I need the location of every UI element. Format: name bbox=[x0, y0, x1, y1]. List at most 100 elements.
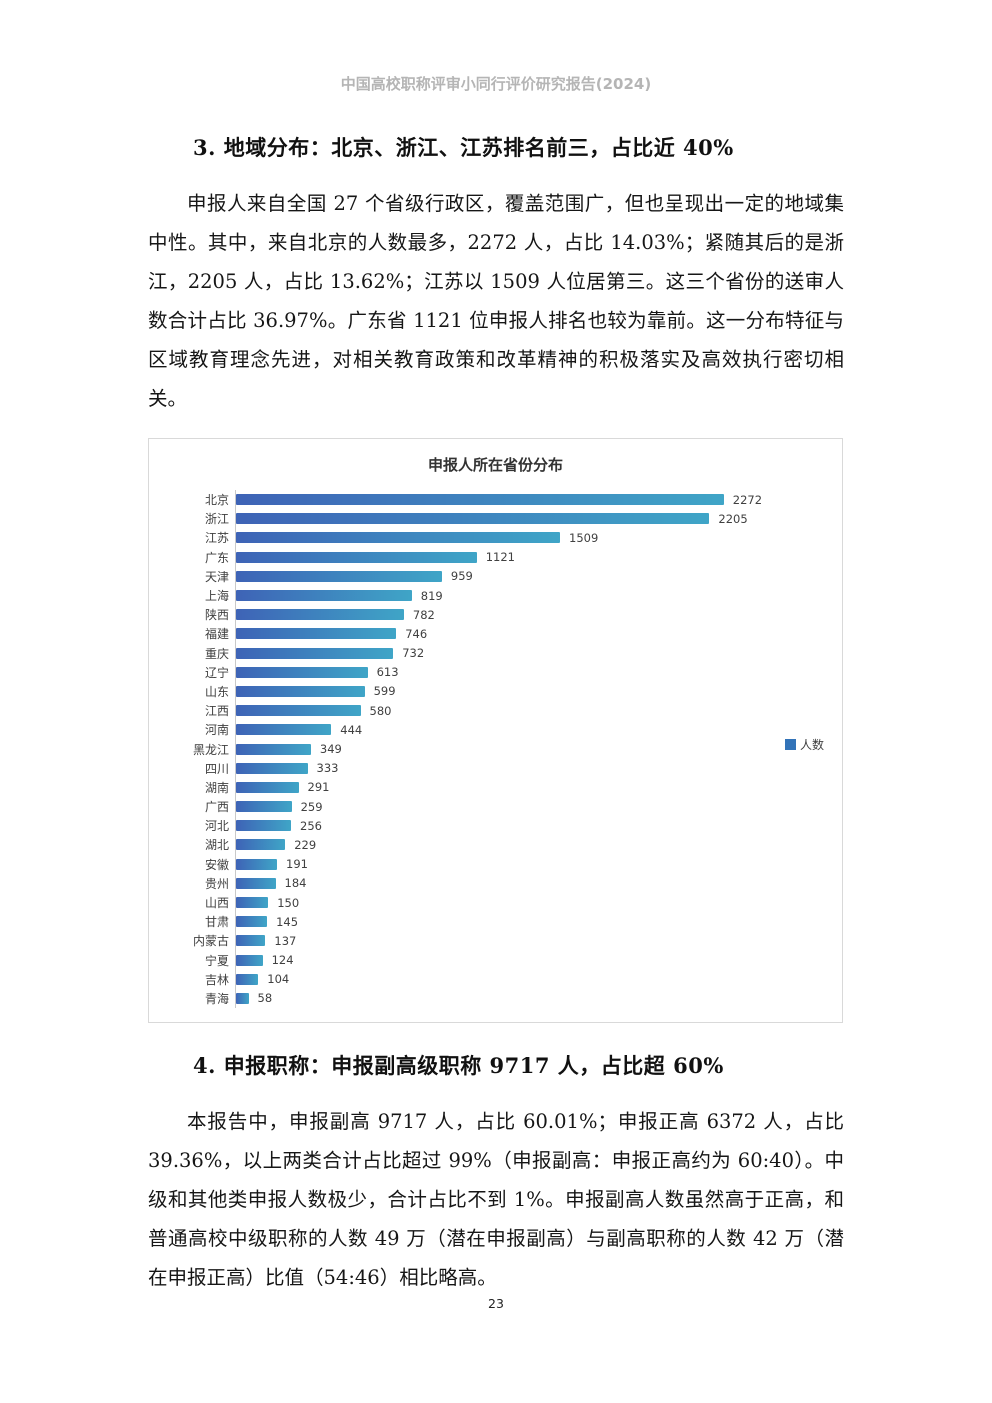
section-4-heading: 4. 申报职称：申报副高级职称 9717 人，占比超 60% bbox=[193, 1053, 724, 1078]
province-distribution-chart: 申报人所在省份分布 北京 2272 浙江 2205 江苏 1509 广东 1121 天津 959 上… bbox=[148, 438, 843, 1023]
chart-row: 宁夏 124 bbox=[149, 950, 842, 970]
bar bbox=[236, 992, 249, 1004]
chart-row: 浙江 2205 bbox=[149, 509, 842, 529]
bar bbox=[236, 877, 276, 889]
legend-swatch-icon bbox=[784, 739, 796, 750]
bar bbox=[236, 897, 269, 909]
bar-track: 58 bbox=[235, 988, 842, 1009]
category-label: 天津 bbox=[204, 569, 229, 584]
bar-track: 256 bbox=[235, 816, 842, 836]
bar-track: 291 bbox=[235, 777, 842, 797]
category-label: 山西 bbox=[204, 896, 229, 911]
bar-track: 349 bbox=[235, 739, 842, 759]
value-label: 732 bbox=[402, 646, 425, 661]
chart-row: 江苏 1509 bbox=[149, 528, 842, 548]
value-label: 191 bbox=[286, 857, 308, 872]
category-label: 浙江 bbox=[204, 512, 229, 527]
chart-row: 广西 259 bbox=[149, 797, 842, 817]
chart-row: 天津 959 bbox=[149, 566, 842, 586]
chart-title: 申报人所在省份分布 bbox=[427, 456, 563, 474]
bar bbox=[236, 801, 292, 813]
bar-track: 580 bbox=[235, 701, 842, 721]
chart-row: 广东 1121 bbox=[149, 547, 842, 567]
bar-track: 2205 bbox=[235, 509, 842, 529]
bar bbox=[236, 781, 299, 793]
category-label: 贵州 bbox=[204, 876, 229, 891]
value-label: 229 bbox=[294, 837, 317, 852]
category-label: 湖南 bbox=[204, 780, 229, 795]
chart-row: 重庆 732 bbox=[149, 643, 842, 663]
chart-row: 河南 444 bbox=[149, 720, 842, 740]
value-label: 580 bbox=[369, 703, 392, 718]
bar bbox=[236, 685, 365, 697]
category-label: 甘肃 bbox=[204, 915, 229, 930]
page-content: 中国高校职称评审小同行评价研究报告(2024) 3. 地域分布：北京、浙江、江苏… bbox=[148, 74, 844, 1297]
chart-row: 甘肃 145 bbox=[149, 912, 842, 932]
section-4-paragraph: 本报告中，申报副高 9717 人，占比 60.01%；申报正高 6372 人，占… bbox=[148, 1110, 844, 1289]
category-label: 广东 bbox=[204, 550, 229, 565]
bar-track: 782 bbox=[235, 605, 842, 625]
category-label: 北京 bbox=[204, 493, 229, 508]
chart-row: 福建 746 bbox=[149, 624, 842, 644]
category-label: 辽宁 bbox=[204, 665, 229, 680]
bar bbox=[236, 762, 308, 774]
document-header: 中国高校职称评审小同行评价研究报告(2024) bbox=[340, 75, 652, 93]
bar-track: 259 bbox=[235, 797, 842, 817]
value-label: 819 bbox=[420, 588, 443, 603]
value-label: 959 bbox=[450, 569, 473, 584]
category-label: 江苏 bbox=[204, 531, 229, 546]
chart-row: 上海 819 bbox=[149, 585, 842, 606]
value-label: 1121 bbox=[485, 550, 515, 565]
bar-track: 959 bbox=[235, 566, 842, 586]
category-label: 广西 bbox=[204, 800, 229, 815]
chart-row: 黑龙江 349 bbox=[149, 739, 842, 759]
bar-track: 613 bbox=[235, 662, 842, 682]
bar bbox=[236, 724, 332, 736]
value-label: 2272 bbox=[732, 492, 763, 507]
bar-track: 819 bbox=[235, 585, 842, 606]
bar bbox=[236, 570, 442, 582]
value-label: 58 bbox=[257, 991, 273, 1006]
chart-row: 山西 150 bbox=[149, 892, 842, 913]
bar-track: 145 bbox=[235, 912, 842, 932]
bar-track: 229 bbox=[235, 835, 842, 855]
value-label: 746 bbox=[405, 626, 428, 641]
chart-row: 山东 599 bbox=[149, 681, 842, 702]
category-label: 湖北 bbox=[204, 838, 229, 853]
chart-row: 河北 256 bbox=[149, 816, 842, 836]
value-label: 444 bbox=[340, 722, 363, 737]
bar bbox=[236, 609, 404, 621]
bar-track: 2272 bbox=[235, 490, 842, 510]
category-label: 河南 bbox=[204, 723, 229, 738]
chart-row: 北京 2272 bbox=[149, 490, 842, 510]
bar bbox=[236, 935, 266, 947]
value-label: 150 bbox=[277, 895, 300, 910]
bar bbox=[236, 494, 724, 506]
chart-row: 江西 580 bbox=[149, 701, 842, 721]
chart-row: 湖北 229 bbox=[149, 835, 842, 855]
category-label: 上海 bbox=[204, 589, 229, 604]
bar bbox=[236, 551, 477, 563]
category-label: 宁夏 bbox=[204, 953, 229, 968]
value-label: 291 bbox=[307, 780, 330, 795]
bar-track: 732 bbox=[235, 643, 842, 663]
bar bbox=[236, 820, 291, 832]
value-label: 259 bbox=[300, 799, 323, 814]
category-label: 黑龙江 bbox=[192, 742, 229, 757]
value-label: 2205 bbox=[718, 511, 748, 526]
bar bbox=[236, 858, 277, 870]
bar bbox=[236, 916, 268, 928]
bar-track: 746 bbox=[235, 624, 842, 644]
bar-track: 191 bbox=[235, 854, 842, 874]
category-label: 山东 bbox=[204, 684, 229, 699]
value-label: 599 bbox=[373, 684, 396, 699]
category-label: 重庆 bbox=[204, 646, 229, 661]
chart-plot-area: 北京 2272 浙江 2205 江苏 1509 广东 1121 天津 959 上海 819 陕西 782 福… bbox=[149, 490, 842, 1009]
chart-row: 内蒙古 137 bbox=[149, 931, 842, 951]
bar-track: 1121 bbox=[235, 547, 842, 567]
bar bbox=[236, 647, 394, 659]
category-label: 江西 bbox=[204, 704, 229, 719]
bar bbox=[236, 628, 397, 640]
bar-track: 1509 bbox=[235, 528, 842, 548]
bar-track: 444 bbox=[235, 720, 842, 740]
